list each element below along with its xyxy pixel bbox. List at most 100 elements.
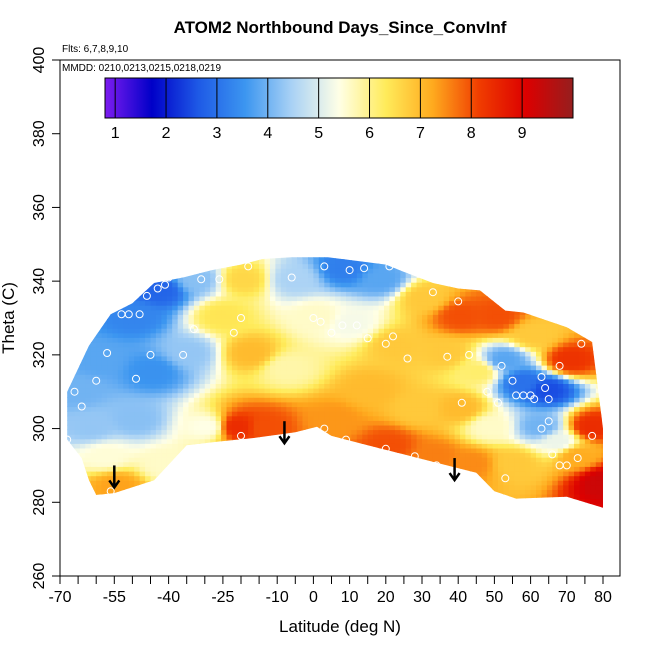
heatmap-cell	[226, 272, 233, 279]
heatmap-cell	[318, 360, 325, 366]
heatmap-cell	[259, 411, 266, 417]
heatmap-cell	[199, 323, 206, 329]
heatmap-cell	[335, 272, 342, 279]
heatmap-cell	[432, 392, 439, 398]
heatmap-cell	[514, 365, 521, 371]
heatmap-cell	[199, 369, 206, 375]
heatmap-cell	[128, 346, 135, 352]
heatmap-cell	[351, 305, 358, 311]
heatmap-cell	[367, 383, 374, 389]
heatmap-cell	[460, 351, 466, 357]
heatmap-cell	[231, 291, 238, 297]
heatmap-cell	[204, 411, 211, 417]
heatmap-cell	[487, 466, 494, 472]
heatmap-cell	[335, 332, 342, 338]
heatmap-cell	[286, 383, 293, 389]
heatmap-cell	[302, 355, 309, 361]
heatmap-cell	[373, 369, 380, 375]
heatmap-cell	[161, 314, 168, 320]
heatmap-cell	[443, 461, 450, 467]
heatmap-cell	[172, 309, 179, 315]
heatmap-cell	[259, 434, 266, 440]
heatmap-cell	[145, 438, 152, 444]
heatmap-cell	[400, 443, 407, 449]
heatmap-cell	[221, 272, 228, 279]
heatmap-cell	[318, 337, 325, 343]
heatmap-cell	[177, 360, 184, 366]
heatmap-cell	[318, 411, 325, 417]
heatmap-cell	[351, 300, 358, 306]
heatmap-cell	[297, 263, 304, 269]
heatmap-cell	[411, 429, 418, 435]
heatmap-cell	[210, 300, 217, 306]
heatmap-cell	[400, 374, 407, 380]
heatmap-cell	[215, 365, 222, 371]
heatmap-cell	[253, 369, 260, 375]
heatmap-cell	[297, 286, 304, 292]
heatmap-cell	[318, 415, 325, 421]
heatmap-cell	[107, 415, 114, 421]
heatmap-cell	[367, 369, 374, 375]
heatmap-cell	[90, 443, 97, 449]
heatmap-cell	[302, 337, 309, 343]
heatmap-cell	[280, 257, 287, 260]
heatmap-cell	[416, 323, 423, 329]
heatmap-cell	[199, 300, 206, 306]
heatmap-cell	[275, 369, 282, 375]
heatmap-cell	[90, 369, 97, 375]
heatmap-cell	[123, 337, 130, 343]
heatmap-cell	[346, 309, 352, 315]
heatmap-cell	[362, 309, 369, 315]
heatmap-cell	[465, 411, 472, 417]
heatmap-cell	[150, 374, 157, 380]
heatmap-cell	[340, 291, 347, 297]
heatmap-cell	[378, 286, 385, 292]
heatmap-cell	[226, 415, 233, 421]
heatmap-cell	[134, 392, 141, 398]
heatmap-cell	[498, 342, 504, 348]
heatmap-cell	[172, 420, 179, 426]
heatmap-cell	[443, 443, 450, 449]
heatmap-cell	[155, 420, 162, 426]
heatmap-cell	[128, 411, 135, 417]
heatmap-cell	[508, 411, 515, 417]
heatmap-cell	[346, 355, 352, 361]
heatmap-cell	[340, 383, 347, 389]
heatmap-cell	[405, 355, 412, 361]
heatmap-cell	[362, 277, 369, 283]
heatmap-cell	[378, 268, 385, 274]
heatmap-cell	[297, 291, 304, 297]
heatmap-cell	[422, 337, 428, 343]
heatmap-cell	[378, 369, 385, 375]
heatmap-cell	[367, 355, 374, 361]
heatmap-cell	[237, 305, 244, 311]
heatmap-cell	[226, 397, 233, 403]
heatmap-cell	[308, 411, 314, 417]
heatmap-cell	[503, 392, 510, 398]
heatmap-cell	[487, 309, 494, 315]
heatmap-cell	[145, 475, 152, 481]
heatmap-cell	[188, 438, 195, 444]
heatmap-cell	[183, 328, 190, 334]
heatmap-cell	[313, 365, 320, 371]
heatmap-cell	[422, 351, 428, 357]
heatmap-cell	[155, 424, 162, 431]
heatmap-cell	[264, 337, 271, 343]
heatmap-cell	[378, 365, 385, 371]
heatmap-cell	[492, 475, 499, 481]
heatmap-cell	[308, 337, 314, 343]
heatmap-cell	[389, 291, 396, 297]
heatmap-cell	[215, 438, 222, 444]
heatmap-cell	[74, 392, 81, 398]
heatmap-cell	[221, 434, 228, 440]
heatmap-cell	[166, 383, 173, 389]
heatmap-cell	[519, 401, 526, 408]
heatmap-cell	[422, 383, 428, 389]
heatmap-cell	[215, 424, 222, 431]
heatmap-cell	[286, 374, 293, 380]
heatmap-cell	[318, 365, 325, 371]
heatmap-cell	[96, 452, 103, 458]
heatmap-cell	[449, 388, 456, 394]
heatmap-cell	[329, 337, 336, 343]
heatmap-cell	[128, 471, 135, 477]
